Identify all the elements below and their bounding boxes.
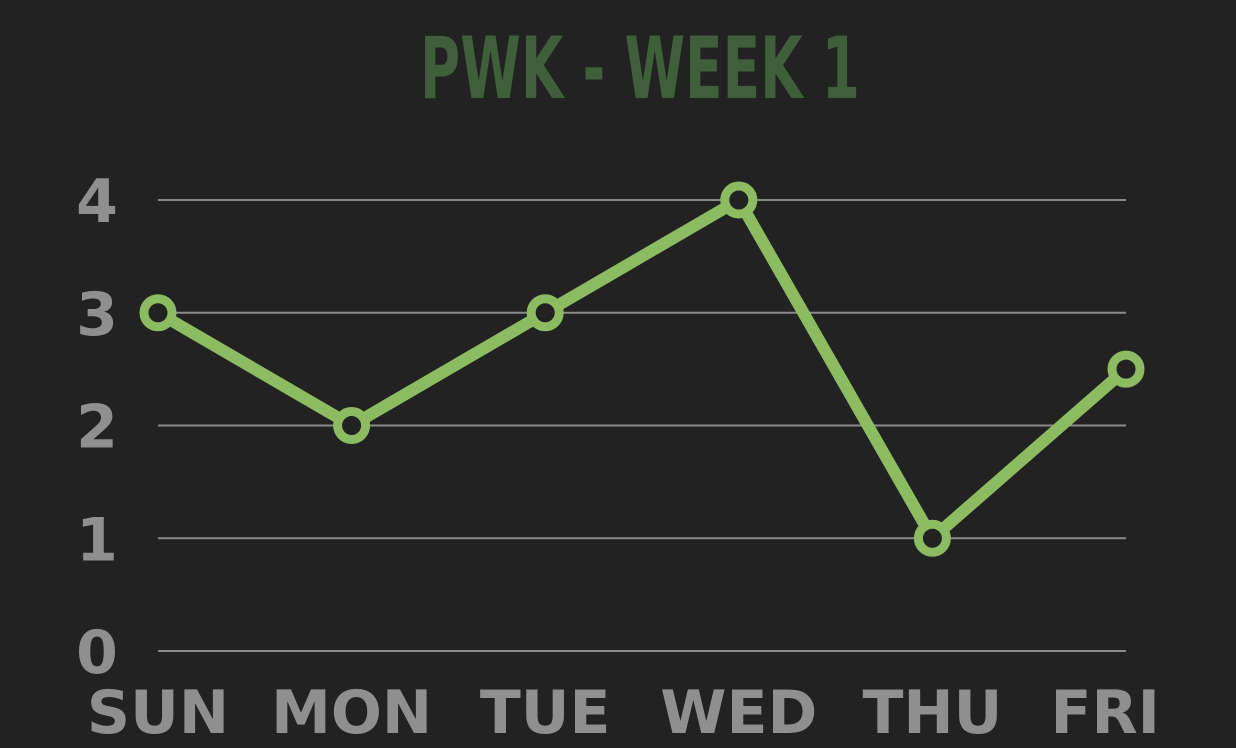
data-point-wed <box>720 181 758 219</box>
data-points <box>139 181 1145 557</box>
y-axis-tick-labels: 0 1 2 3 4 <box>76 167 118 688</box>
x-axis-tick-labels: SUN MON TUE WED THU FRI <box>87 678 1160 748</box>
series-lines <box>152 194 1132 545</box>
x-tick-label-sun: SUN <box>87 678 229 748</box>
y-tick-label-1: 1 <box>76 505 118 575</box>
data-point-thu <box>913 519 951 557</box>
series-line-0 <box>152 194 1132 545</box>
y-tick-label-0: 0 <box>76 618 118 688</box>
chart-title: PWK - WEEK 1 <box>420 19 860 119</box>
y-tick-label-2: 2 <box>76 393 118 463</box>
y-tick-label-3: 3 <box>76 280 118 350</box>
x-tick-label-mon: MON <box>271 678 432 748</box>
x-tick-label-wed: WED <box>660 678 817 748</box>
x-tick-label-thu: THU <box>862 678 1002 748</box>
data-point-fri <box>1107 350 1145 388</box>
y-tick-label-4: 4 <box>76 167 118 237</box>
data-point-mon <box>333 407 371 444</box>
x-tick-label-fri: FRI <box>1050 678 1160 748</box>
x-tick-label-tue: TUE <box>480 678 611 748</box>
data-point-sun <box>139 294 177 332</box>
data-point-tue <box>526 294 564 332</box>
gridlines <box>158 199 1126 652</box>
